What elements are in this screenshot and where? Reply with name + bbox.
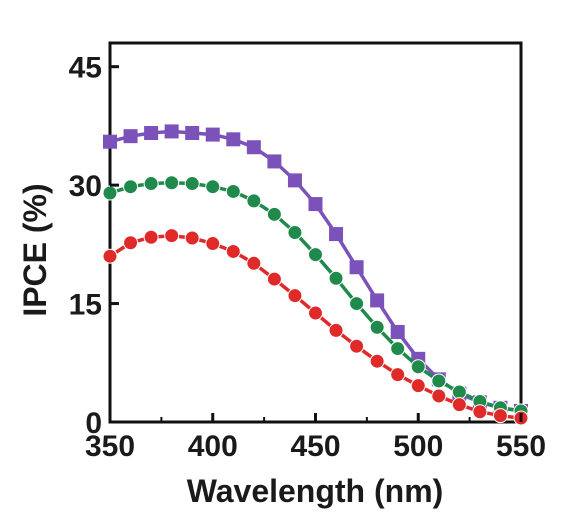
data-point (205, 236, 221, 252)
x-tick-label: 500 (393, 430, 443, 463)
data-point (143, 229, 159, 245)
data-point (308, 305, 323, 321)
series-line (109, 181, 522, 413)
data-point (102, 248, 118, 264)
data-point (185, 126, 200, 141)
data-point (329, 227, 344, 242)
data-point (266, 206, 282, 222)
y-tick-label: 15 (69, 289, 102, 322)
data-point (349, 338, 365, 354)
data-point (267, 154, 282, 169)
data-point (369, 319, 385, 335)
data-point (123, 129, 138, 144)
data-point (102, 185, 118, 201)
data-point (328, 322, 344, 338)
data-point (308, 197, 323, 212)
data-point (143, 176, 159, 192)
data-point (451, 397, 467, 413)
data-point (287, 173, 302, 188)
data-point (390, 324, 405, 339)
y-tick-label: 0 (85, 407, 102, 440)
data-point (266, 271, 282, 287)
data-point (144, 126, 159, 141)
data-point (431, 373, 447, 389)
data-point (410, 359, 426, 375)
data-point (349, 260, 364, 275)
y-tick-label: 30 (69, 170, 102, 203)
x-tick-label: 400 (188, 430, 238, 463)
data-point (205, 127, 220, 142)
data-point (225, 183, 241, 199)
y-axis: 0 15 30 45 (69, 52, 119, 440)
x-tick-label: 350 (85, 430, 135, 463)
series-layer (102, 124, 529, 426)
data-point (451, 384, 467, 400)
series-line (109, 129, 522, 413)
data-point (225, 243, 241, 259)
data-point (123, 179, 139, 195)
series-1 (103, 124, 528, 418)
x-axis: 350 400 450 500 550 (85, 413, 546, 463)
data-point (226, 132, 241, 147)
data-point (287, 288, 303, 304)
data-point (369, 353, 385, 369)
x-tick-label: 550 (496, 430, 546, 463)
y-tick-label: 45 (69, 52, 102, 85)
data-point (492, 408, 508, 424)
data-point (328, 270, 344, 286)
series-3 (102, 228, 529, 426)
data-point (184, 230, 200, 246)
series-2 (102, 175, 529, 419)
data-point (472, 404, 488, 420)
data-point (431, 388, 447, 404)
data-point (164, 124, 179, 139)
x-axis-title: Wavelength (nm) (187, 473, 444, 509)
data-point (205, 179, 221, 195)
data-point (184, 176, 200, 192)
data-point (370, 293, 385, 308)
data-point (246, 255, 262, 271)
data-point (164, 228, 180, 244)
data-point (390, 341, 406, 357)
data-point (308, 247, 323, 263)
data-point (103, 134, 117, 149)
data-point (246, 193, 262, 209)
data-point (123, 235, 139, 251)
data-point (390, 367, 406, 383)
y-axis-title: IPCE (%) (17, 183, 53, 316)
data-point (164, 175, 180, 191)
data-point (287, 225, 303, 240)
data-point (246, 140, 261, 155)
x-tick-label: 450 (290, 430, 340, 463)
data-point (349, 296, 365, 312)
data-point (410, 378, 426, 394)
